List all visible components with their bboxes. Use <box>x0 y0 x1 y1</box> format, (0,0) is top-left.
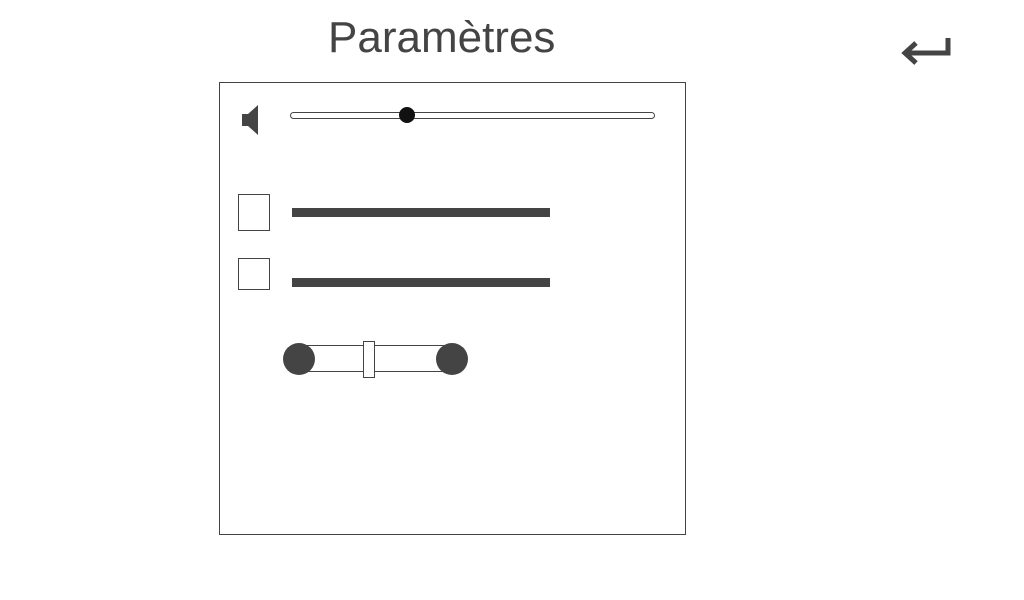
option-1-checkbox[interactable] <box>238 194 270 231</box>
option-2-checkbox[interactable] <box>238 258 270 290</box>
option-2-label <box>292 278 550 287</box>
page-title: Paramètres <box>328 13 556 62</box>
speaker-icon <box>242 105 260 135</box>
option-1-label <box>292 208 550 217</box>
return-arrow-icon <box>901 38 951 65</box>
range-toggle[interactable] <box>283 341 469 379</box>
volume-slider[interactable] <box>290 107 655 123</box>
settings-panel <box>219 82 686 535</box>
back-button[interactable] <box>898 28 956 76</box>
range-toggle-handle[interactable] <box>363 341 375 378</box>
range-toggle-right-knob[interactable] <box>436 343 468 375</box>
volume-slider-thumb[interactable] <box>398 107 415 123</box>
volume-slider-track[interactable] <box>290 112 655 119</box>
range-toggle-left-knob[interactable] <box>283 343 315 375</box>
